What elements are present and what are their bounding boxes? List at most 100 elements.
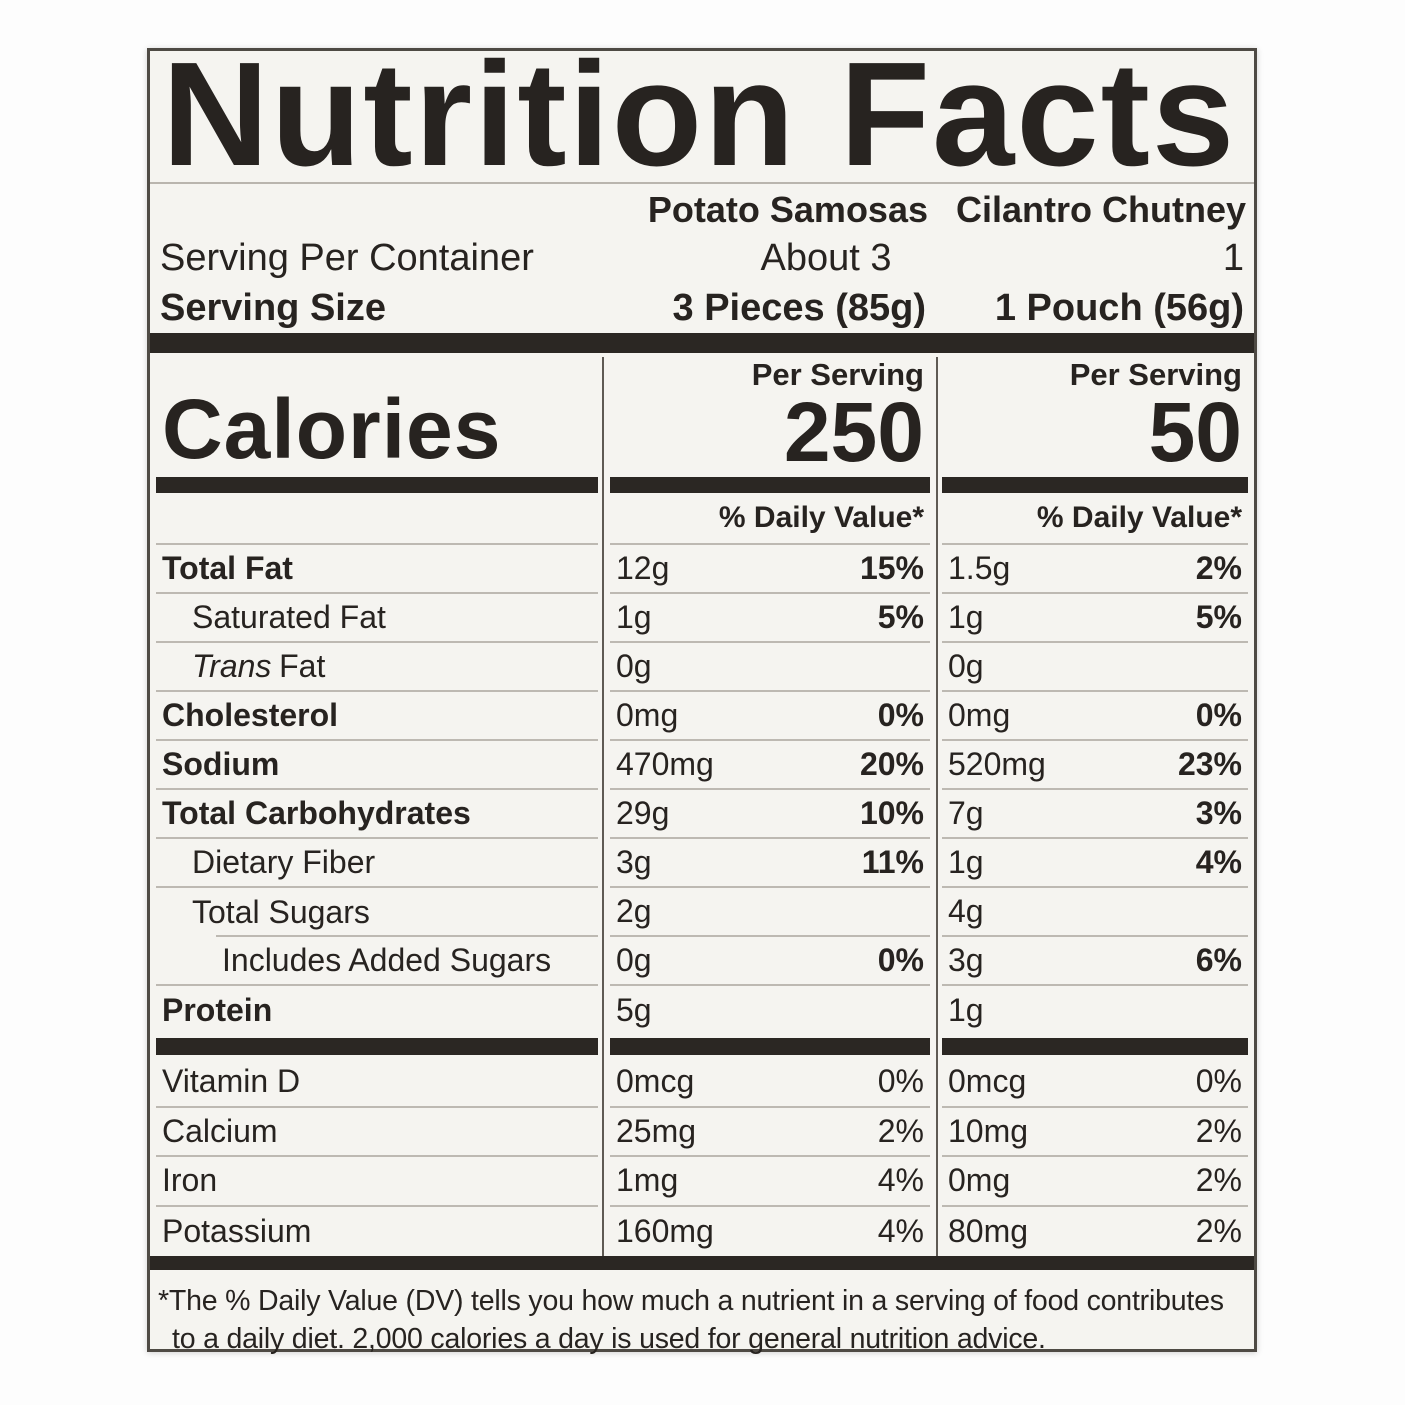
daily-value: 4%: [1195, 844, 1242, 880]
nutrient-row-saturated-fat: Saturated Fat 1g 5% 1g 5%: [150, 594, 1254, 643]
nutrient-values-2: 1g: [942, 986, 1248, 1035]
amount: 160mg: [616, 1212, 714, 1249]
calories-underbar-1: [156, 477, 598, 493]
amount: 80mg: [948, 1212, 1029, 1249]
divider-bar-segment: [156, 1038, 598, 1055]
amount: 2g: [616, 893, 652, 929]
nutrient-row-trans-fat: Trans Fat 0g 0g: [150, 643, 1254, 692]
daily-value: 0%: [1195, 1063, 1242, 1100]
nutrient-name: Calcium: [156, 1108, 598, 1157]
product-2-servings: 1: [1222, 237, 1244, 279]
daily-value: 2%: [1195, 550, 1242, 586]
daily-value: 15%: [859, 550, 924, 586]
divider-bar-segment: [942, 1038, 1248, 1055]
amount: 0mg: [616, 697, 679, 733]
calories-product-1-cell: Per Serving 250: [610, 357, 930, 493]
amount: 0g: [948, 648, 984, 684]
divider-bar-segment: [610, 1038, 930, 1055]
calories-cell: Calories: [156, 357, 598, 493]
nutrient-values-1: 2g: [610, 888, 930, 937]
nutrient-values-1: 3g 11%: [610, 839, 930, 888]
daily-value: 2%: [877, 1112, 924, 1149]
daily-value-header-row: % Daily Value* % Daily Value*: [150, 493, 1254, 545]
daily-value: 4%: [877, 1212, 924, 1249]
daily-value: 20%: [859, 746, 924, 782]
calories-product-2-cell: Per Serving 50: [942, 357, 1248, 493]
nutrient-values-2: 0g: [942, 643, 1248, 692]
daily-value: 3%: [1195, 795, 1242, 831]
amount: 29g: [616, 795, 670, 831]
name-rest: Fat: [279, 648, 326, 684]
serving-size-label: Serving Size: [160, 287, 386, 329]
amount: 5g: [616, 992, 652, 1028]
product-1-name: Potato Samosas: [647, 188, 928, 230]
nutrient-values-1: 29g 10%: [610, 790, 930, 839]
daily-value: 2%: [1195, 1162, 1242, 1199]
nutrient-name: Sodium: [156, 741, 598, 790]
nutrient-row-total-fat: Total Fat 12g 15% 1.5g 2%: [150, 545, 1254, 594]
daily-value-header-1: % Daily Value*: [610, 493, 930, 545]
product-2-name: Cilantro Chutney: [955, 188, 1246, 230]
nutrient-name: Potassium: [162, 1212, 312, 1249]
nutrient-values-1: 0g: [610, 643, 930, 692]
product-1-servings: About 3: [760, 237, 892, 279]
nutrient-values-2: 7g 3%: [942, 790, 1248, 839]
nutrient-name: Protein: [162, 992, 273, 1028]
servings-per-container-label: Serving Per Container: [160, 237, 534, 279]
nutrient-values-2: 10mg 2%: [942, 1108, 1248, 1157]
nutrient-values-1: 160mg 4%: [610, 1207, 930, 1257]
daily-value: 0%: [1195, 697, 1242, 733]
nutrient-table: Calories Per Serving 250 Per Serving 50 …: [150, 357, 1254, 1256]
vitamin-divider-row: [150, 1035, 1254, 1058]
daily-value: 5%: [877, 599, 924, 635]
calories-row: Calories Per Serving 250 Per Serving 50: [150, 357, 1254, 493]
nutrient-values-1: 1g 5%: [610, 594, 930, 643]
nutrient-values-2: 0mg 0%: [942, 692, 1248, 741]
nutrient-row-dietary-fiber: Dietary Fiber 3g 11% 1g 4%: [150, 839, 1254, 888]
nutrient-values-1: 12g 15%: [610, 545, 930, 594]
daily-value: 0%: [877, 1063, 924, 1100]
nutrient-row-total-sugars: Total Sugars 2g 4g: [150, 888, 1254, 937]
nutrient-row-calcium: Calcium 25mg 2% 10mg 2%: [150, 1108, 1254, 1157]
trans-italic: Trans: [192, 648, 272, 684]
per-serving-label-1: Per Serving: [751, 357, 924, 392]
section-divider-bar: [150, 333, 1254, 353]
panel-title: Nutrition Facts: [150, 41, 1254, 189]
amount: 1g: [948, 599, 984, 635]
nutrient-values-2: 1g 4%: [942, 839, 1248, 888]
product-header-row: Potato Samosas Cilantro Chutney: [150, 184, 1254, 233]
nutrient-values-1: 0mg 0%: [610, 692, 930, 741]
nutrient-values-1: 5g: [610, 986, 930, 1035]
nutrient-values-2: 0mcg 0%: [942, 1058, 1248, 1108]
spacer: [156, 493, 598, 545]
amount: 1.5g: [948, 550, 1011, 586]
calories-label: Calories: [162, 382, 502, 476]
calories-underbar-3: [942, 477, 1248, 493]
column-divider-1: [602, 357, 604, 1256]
servings-per-container-row: Serving Per Container About 3 1: [150, 233, 1254, 284]
amount: 10mg: [948, 1112, 1029, 1149]
calories-value-1: 250: [783, 385, 924, 479]
amount: 1g: [616, 599, 652, 635]
nutrient-values-1: 1mg 4%: [610, 1157, 930, 1207]
nutrient-row-vitamin-d: Vitamin D 0mcg 0% 0mcg 0%: [150, 1058, 1254, 1108]
amount: 470mg: [616, 746, 714, 782]
nutrient-values-1: 470mg 20%: [610, 741, 930, 790]
nutrient-name: Total Fat: [156, 545, 598, 594]
serving-size-row: Serving Size 3 Pieces (85g) 1 Pouch (56g…: [150, 284, 1254, 333]
amount: 0g: [616, 942, 652, 978]
nutrient-values-1: 0mcg 0%: [610, 1058, 930, 1108]
calories-value-2: 50: [1148, 385, 1242, 479]
daily-value-footnote: *The % Daily Value (DV) tells you how mu…: [158, 1285, 1224, 1355]
nutrient-name: Total Sugars: [156, 888, 598, 937]
nutrient-row-cholesterol: Cholesterol 0mg 0% 0mg 0%: [150, 692, 1254, 741]
nutrient-name: Saturated Fat: [156, 594, 598, 643]
daily-value: 10%: [859, 795, 924, 831]
daily-value: 2%: [1195, 1112, 1242, 1149]
amount: 0mg: [948, 697, 1011, 733]
amount: 0mcg: [948, 1063, 1027, 1100]
amount: 0mg: [948, 1162, 1011, 1199]
nutrient-name: Iron: [156, 1157, 598, 1207]
nutrient-name: Trans Fat: [156, 643, 598, 692]
